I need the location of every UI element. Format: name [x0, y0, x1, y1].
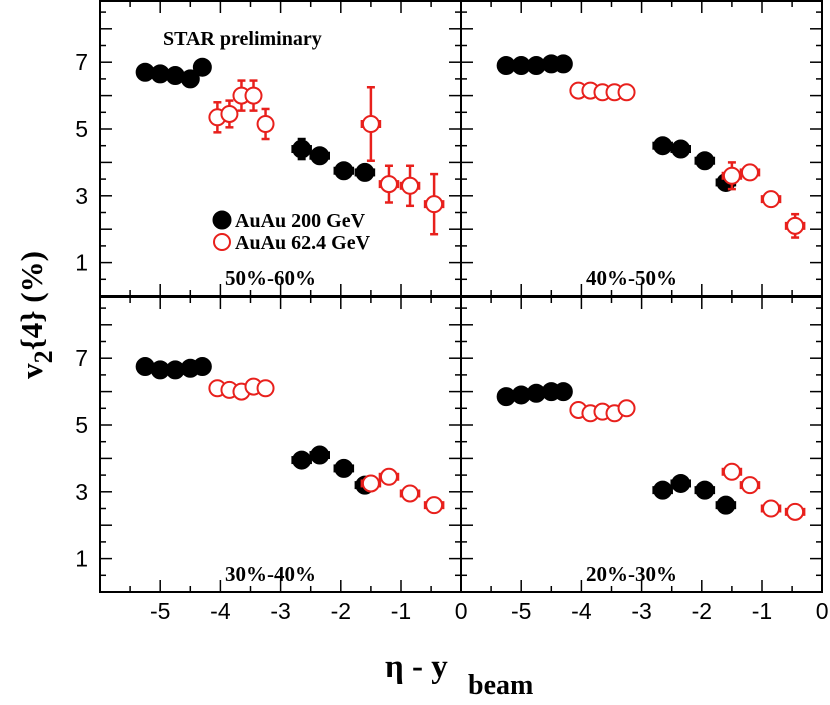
legend-label-62gev: AuAu 62.4 GeV: [235, 232, 371, 254]
y-axis-title-rest: {4} (%): [14, 251, 49, 350]
data-point-filled: [355, 162, 375, 182]
data-point-open: [762, 499, 781, 518]
series-auau-200gev: [135, 357, 376, 495]
panel-4: -5 -4 -3 -2 -1 0 20%-30%: [460, 296, 829, 624]
panels: 1 3 5 7 50%-60% STAR preliminary AuAu 200 GeVA…: [75, 0, 829, 624]
x-tick-label: 0: [455, 598, 468, 624]
y-tick-label: 1: [75, 250, 88, 276]
panel-frame: [99, 296, 462, 593]
x-tick-label: -1: [752, 598, 772, 624]
data-point-filled: [695, 480, 715, 500]
panel-2: 40%-50%: [460, 0, 823, 297]
x-tick-label: -4: [210, 598, 231, 624]
y-axis-title-sub: 2: [29, 350, 58, 363]
data-point-open: [762, 190, 781, 209]
y-tick-label: 3: [75, 479, 88, 505]
legend-label-200gev: AuAu 200 GeV: [235, 210, 366, 232]
data-point-filled: [695, 151, 715, 171]
y-tick-label: 5: [75, 116, 88, 142]
panel-centrality-label: 20%-30%: [586, 562, 677, 586]
data-point-open: [220, 104, 239, 123]
x-tick-label: -2: [692, 598, 712, 624]
star-preliminary-annotation: STAR preliminary: [163, 28, 322, 50]
data-point-open: [401, 176, 420, 195]
data-point-open: [617, 83, 636, 102]
data-point-filled: [310, 445, 330, 465]
data-point-filled: [334, 458, 354, 478]
data-point-open: [379, 175, 398, 194]
y-axis-title: v2{4} (%): [14, 251, 58, 379]
x-tick-label: -3: [631, 598, 651, 624]
x-axis-title-main: η - y: [385, 649, 448, 685]
series-auau-200gev: [496, 382, 737, 515]
series-auau-200gev: [135, 57, 376, 182]
panel-1: 1 3 5 7 50%-60% STAR preliminary AuAu 200 GeVA…: [75, 0, 462, 297]
data-point-filled: [192, 57, 212, 77]
series-auau-62gev: [208, 377, 445, 515]
data-point-open: [740, 476, 759, 495]
data-point-filled: [292, 450, 312, 470]
y-tick-label: 7: [75, 345, 88, 371]
data-point-open: [256, 114, 275, 133]
data-point-filled: [192, 357, 212, 377]
data-point-filled: [553, 54, 573, 74]
panel-centrality-label: 40%-50%: [586, 266, 677, 290]
x-tick-label: -2: [331, 598, 351, 624]
legend-marker-open: [213, 233, 231, 251]
data-point-open: [425, 496, 444, 515]
data-point-filled: [553, 382, 573, 402]
x-tick-label: -5: [511, 598, 531, 624]
data-point-open: [401, 484, 420, 503]
data-point-open: [244, 86, 263, 105]
data-point-filled: [716, 495, 736, 515]
data-point-open: [361, 114, 380, 133]
data-point-filled: [671, 473, 691, 493]
data-point-filled: [334, 161, 354, 181]
data-point-open: [722, 166, 741, 185]
data-point-filled: [180, 69, 200, 89]
panel-frame: [460, 0, 823, 297]
series-auau-200gev: [496, 54, 737, 192]
data-point-filled: [310, 146, 330, 166]
x-axis-title: η - y beam: [385, 649, 533, 701]
data-point-open: [786, 216, 805, 235]
y-axis-title-main: v: [14, 363, 49, 379]
data-point-open: [361, 474, 380, 493]
data-point-open: [722, 462, 741, 481]
x-tick-label: -3: [270, 598, 290, 624]
data-point-open: [786, 502, 805, 521]
series-auau-62gev: [569, 81, 806, 239]
y-tick-label: 3: [75, 183, 88, 209]
x-tick-label: 0: [816, 598, 829, 624]
data-point-open: [256, 379, 275, 398]
panel-3: 1 3 5 7 -5 -4 -3 -2 -1 0 30%-40%: [75, 296, 468, 624]
data-point-open: [740, 163, 759, 182]
panel-centrality-label: 30%-40%: [225, 562, 316, 586]
data-point-filled: [653, 136, 673, 156]
data-point-filled: [671, 139, 691, 159]
y-tick-label: 5: [75, 412, 88, 438]
series-auau-62gev: [208, 79, 445, 236]
x-tick-label: -1: [391, 598, 411, 624]
data-point-filled: [292, 139, 312, 159]
data-point-open: [425, 195, 444, 214]
data-point-open: [617, 399, 636, 418]
y-tick-label: 1: [75, 546, 88, 572]
x-tick-label: -5: [150, 598, 170, 624]
y-tick-label: 7: [75, 49, 88, 75]
panel-frame: [460, 296, 823, 593]
series-auau-62gev: [569, 399, 806, 521]
panel-centrality-label: 50%-60%: [225, 266, 316, 290]
data-point-filled: [653, 480, 673, 500]
data-point-open: [379, 467, 398, 486]
x-tick-label: -4: [571, 598, 592, 624]
legend-marker-filled: [212, 210, 232, 230]
svg-text:v2{4} (%): v2{4} (%): [14, 251, 58, 379]
x-axis-title-sub: beam: [468, 670, 533, 701]
